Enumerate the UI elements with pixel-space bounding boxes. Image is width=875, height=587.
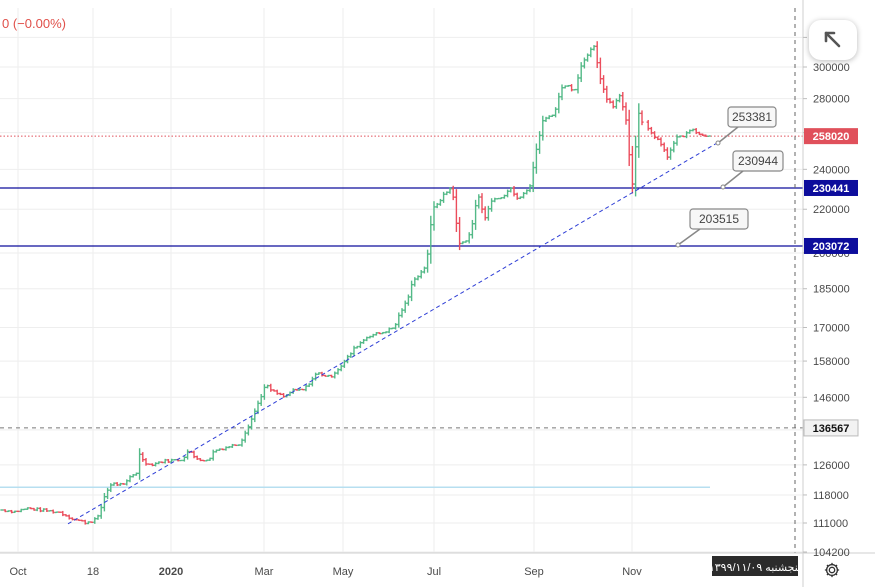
date-label: پنجشنبه ۱۳۹۹/۱۱/۰۹ bbox=[709, 562, 801, 574]
x-tick-label: Mar bbox=[255, 566, 274, 578]
callout-leader bbox=[677, 228, 701, 246]
date-label-box bbox=[712, 556, 798, 576]
callout-anchor bbox=[720, 184, 726, 190]
y-tick-label: 111000 bbox=[813, 518, 848, 530]
x-tick-label: Nov bbox=[622, 566, 642, 578]
x-tick-label: Jul bbox=[427, 566, 441, 578]
price-tag-label: 136567 bbox=[813, 423, 850, 435]
price-tag-label: 230441 bbox=[813, 183, 850, 195]
horizontal-levels bbox=[0, 8, 803, 553]
price-tag-label: 203072 bbox=[813, 241, 850, 253]
callout-box[interactable] bbox=[732, 150, 784, 172]
toggle-button[interactable] bbox=[809, 20, 857, 60]
y-tick-label: 170000 bbox=[813, 322, 850, 334]
price-tag bbox=[804, 237, 858, 254]
callout-anchor bbox=[715, 140, 721, 146]
callout-label: 203515 bbox=[699, 212, 739, 226]
settings-button[interactable] bbox=[818, 556, 846, 584]
x-tick-label: Sep bbox=[524, 566, 544, 578]
price-tags: 258020 230441 203072 136567 پنجشنبه ۱۳۹۹/۱۱/… bbox=[709, 128, 859, 576]
y-tick-label: 280000 bbox=[813, 94, 850, 106]
y-tick-label: 185000 bbox=[813, 284, 850, 296]
callout-anchor bbox=[675, 242, 681, 248]
diagonal-arrow-icon bbox=[824, 31, 841, 48]
callout-label: 230944 bbox=[738, 154, 778, 168]
grid bbox=[0, 8, 803, 553]
price-tag-label: 258020 bbox=[813, 131, 850, 143]
y-tick-label: 158000 bbox=[813, 356, 850, 368]
gear-icon bbox=[824, 562, 840, 578]
x-tick-label: May bbox=[333, 566, 354, 578]
callout-leader bbox=[717, 126, 739, 144]
x-tick-label: 2020 bbox=[159, 566, 183, 578]
y-tick-label: 300000 bbox=[813, 62, 850, 74]
price-tag bbox=[804, 179, 858, 196]
callout-leader bbox=[722, 170, 744, 188]
y-tick-label: 220000 bbox=[813, 204, 850, 216]
y-tick-label: 146000 bbox=[813, 392, 850, 404]
price-tag bbox=[804, 128, 858, 145]
price-change-label: 0 (−0.00%) bbox=[2, 16, 66, 31]
y-tick-label: 126000 bbox=[813, 460, 850, 472]
y-tick-label: 240000 bbox=[813, 164, 850, 176]
x-tick-label: Oct bbox=[9, 566, 26, 578]
callout-box[interactable] bbox=[689, 208, 749, 230]
price-tag bbox=[803, 419, 859, 437]
callout-box[interactable] bbox=[727, 106, 777, 128]
y-tick-label: 118000 bbox=[813, 490, 849, 502]
callout-label: 253381 bbox=[732, 110, 772, 124]
price-bars bbox=[0, 41, 711, 525]
x-tick-label: 18 bbox=[87, 566, 99, 578]
y-tick-label: 104200 bbox=[813, 547, 850, 559]
price-callouts[interactable]: 253381 230944 203515 bbox=[675, 106, 784, 248]
